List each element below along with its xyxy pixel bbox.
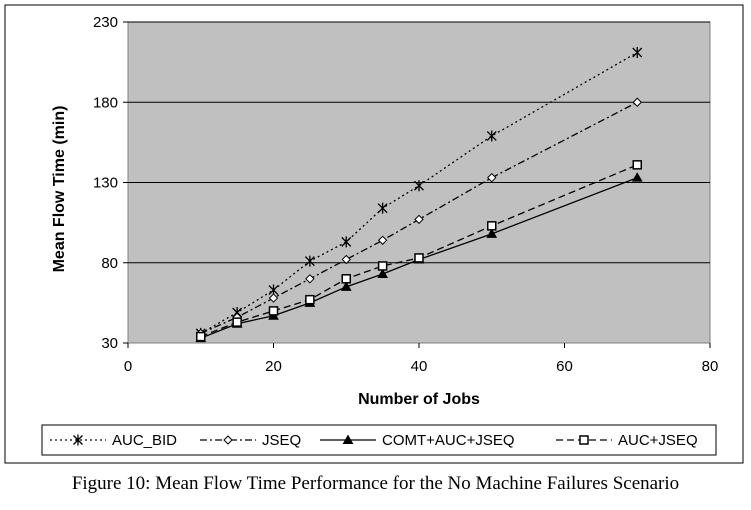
series-line-jseq — [200, 101, 638, 334]
data-point-auc-jseq — [487, 221, 497, 231]
data-point-auc-jseq — [632, 160, 642, 170]
legend-label: AUC+JSEQ — [618, 432, 698, 449]
x-axis-ticks: 0 20 40 60 80 — [124, 343, 719, 375]
data-point-auc-bid — [304, 255, 315, 267]
legend-label: AUC_BID — [112, 432, 177, 449]
legend-label: JSEQ — [262, 432, 301, 449]
data-point-auc-jseq — [232, 317, 242, 327]
data-point-jseq — [632, 97, 642, 107]
data-point-auc-jseq — [377, 261, 388, 271]
data-point-auc-jseq — [196, 331, 206, 342]
data-point-jseq — [487, 172, 497, 183]
data-point-jseq — [414, 214, 424, 225]
series-layer — [195, 46, 643, 343]
legend-swatch-marker — [223, 435, 233, 445]
y-tick-label: 230 — [93, 14, 118, 31]
series-auc-jseq — [196, 160, 642, 342]
y-tick-label: 180 — [93, 94, 118, 111]
x-tick-label: 40 — [411, 358, 428, 375]
legend-swatch-marker — [342, 434, 354, 444]
data-point-comt-auc-jseq — [631, 172, 643, 182]
data-point-auc-bid — [632, 46, 643, 58]
data-point-comt-auc-jseq — [340, 281, 352, 291]
data-point-comt-auc-jseq — [486, 228, 498, 238]
legend-item-jseq: JSEQ — [200, 432, 301, 449]
y-tick-label: 80 — [101, 255, 118, 272]
y-axis-label: Mean Flow Time (min) — [51, 106, 68, 273]
data-point-jseq — [341, 254, 351, 265]
x-tick-label: 0 — [124, 358, 132, 375]
y-tick-label: 30 — [101, 335, 118, 352]
data-point-auc-bid — [414, 180, 424, 192]
legend: AUC_BID JSEQ COMT+AUC+JSEQ AUC+JSEQ — [50, 432, 698, 449]
x-tick-label: 20 — [265, 358, 282, 375]
data-point-auc-jseq — [341, 274, 351, 284]
legend-item-auc-bid: AUC_BID — [50, 432, 177, 449]
legend-item-comt-auc-jseq: COMT+AUC+JSEQ — [320, 432, 515, 449]
data-point-auc-jseq — [268, 306, 279, 316]
data-point-auc-bid — [341, 236, 352, 248]
data-point-jseq — [377, 235, 388, 245]
data-point-jseq — [305, 274, 315, 284]
legend-label: COMT+AUC+JSEQ — [382, 432, 515, 449]
data-point-comt-auc-jseq — [377, 268, 388, 278]
data-point-auc-bid — [377, 202, 388, 214]
data-point-auc-jseq — [305, 294, 315, 305]
legend-item-auc-jseq: AUC+JSEQ — [556, 432, 698, 449]
x-axis-label: Number of Jobs — [358, 391, 480, 408]
data-point-auc-jseq — [414, 253, 424, 263]
y-tick-label: 130 — [93, 175, 118, 192]
legend-swatch-marker — [73, 434, 83, 446]
x-tick-label: 60 — [556, 358, 573, 375]
legend-swatch-marker — [579, 435, 589, 445]
data-point-auc-bid — [486, 130, 497, 142]
figure-caption: Figure 10: Mean Flow Time Performance fo… — [71, 473, 680, 494]
data-point-jseq — [268, 293, 279, 303]
y-axis-ticks: 30 80 130 180 230 — [93, 14, 128, 352]
x-tick-label: 80 — [702, 358, 719, 375]
series-line-auc-bid — [200, 51, 638, 334]
